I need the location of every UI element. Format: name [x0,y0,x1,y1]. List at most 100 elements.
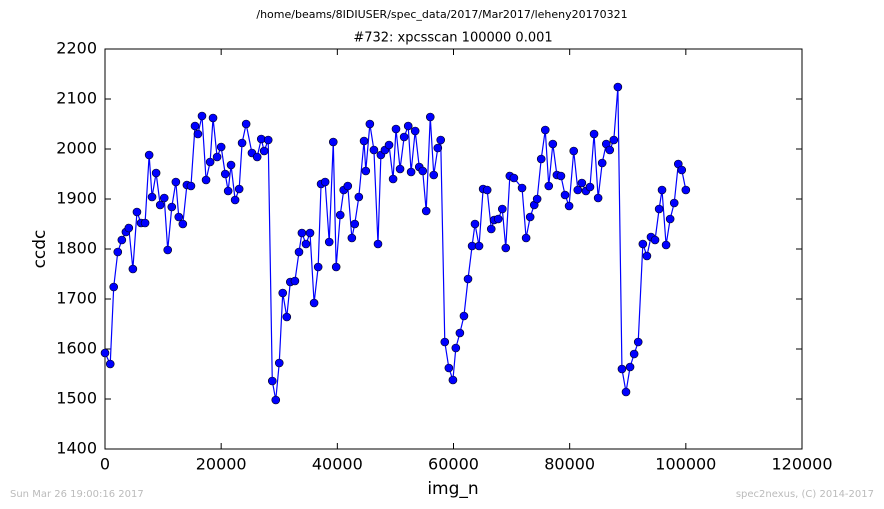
data-point [384,140,394,150]
data-point [159,193,169,203]
data-point [171,177,181,187]
data-point [395,164,405,174]
data-point [497,204,507,214]
data-point [259,146,269,156]
data-point [144,150,154,160]
footer-date: Sun Mar 26 19:00:16 2017 [10,489,144,500]
y-tick-label: 1600 [56,339,97,358]
data-point [597,158,607,168]
data-point [252,152,262,162]
data-point [517,183,527,193]
y-tick-label: 1800 [56,239,97,258]
data-point [569,146,579,156]
data-point [174,212,184,222]
data-point [278,288,288,298]
data-point [613,82,623,92]
data-point [297,228,307,238]
data-point [482,185,492,195]
y-tick-label: 1500 [56,389,97,408]
data-point [560,190,570,200]
data-point [205,157,215,167]
data-point [548,139,558,149]
data-point [440,337,450,347]
data-point [216,142,226,152]
data-point [263,135,273,145]
data-point [100,348,110,358]
data-point [544,181,554,191]
data-point [163,245,173,255]
y-tick-label: 1700 [56,289,97,308]
data-point [324,237,334,247]
data-point [448,375,458,385]
chart-title: /home/beams/8IDIUSER/spec_data/2017/Mar2… [256,8,627,21]
data-point [305,228,315,238]
data-point [335,210,345,220]
data-line [104,86,687,401]
data-point [234,184,244,194]
data-point [109,282,119,292]
data-point [593,193,603,203]
data-point [117,235,127,245]
data-point [421,206,431,216]
data-point [665,214,675,224]
data-point [433,143,443,153]
y-tick-label: 1400 [56,439,97,458]
data-point [564,201,574,211]
data-point [654,204,664,214]
data-point [677,165,687,175]
data-point [309,298,319,308]
data-point [493,214,503,224]
data-point [388,174,398,184]
data-point [403,121,413,131]
data-point [556,171,566,181]
data-point [313,262,323,272]
data-point [271,395,281,405]
data-point [237,138,247,148]
data-point [625,362,635,372]
data-point [328,137,338,147]
data-point [638,239,648,249]
data-point [294,247,304,257]
data-point [470,219,480,229]
data-point [589,129,599,139]
data-point [577,178,587,188]
data-point [410,126,420,136]
data-point [178,219,188,229]
data-point [451,343,461,353]
data-point [399,132,409,142]
data-point [642,251,652,261]
data-point [113,247,123,257]
x-tick-label: 40000 [312,455,363,474]
x-axis-label: img_n [427,479,478,499]
data-point [347,233,357,243]
data-point [226,160,236,170]
data-point [359,136,369,146]
data-point [208,113,218,123]
x-tick-label: 80000 [544,455,595,474]
data-point [573,185,583,195]
data-point [365,119,375,129]
data-point [455,328,465,338]
data-point [186,181,196,191]
data-point [105,359,115,369]
data-point [140,218,150,228]
data-point [290,276,300,286]
data-point [301,239,311,249]
data-point [425,112,435,122]
plot-frame [104,48,803,450]
y-tick-label: 2100 [56,89,97,108]
data-point [147,192,157,202]
data-point [418,166,428,176]
data-point [132,207,142,217]
data-point [155,200,165,210]
data-point [331,262,341,272]
data-point [391,124,401,134]
data-point [282,312,292,322]
data-point [354,192,364,202]
data-point [540,125,550,135]
data-point [474,241,484,251]
chart-subtitle: #732: xpcsscan 100000 0.001 [353,31,552,46]
data-point [241,119,251,129]
data-point [617,364,627,374]
